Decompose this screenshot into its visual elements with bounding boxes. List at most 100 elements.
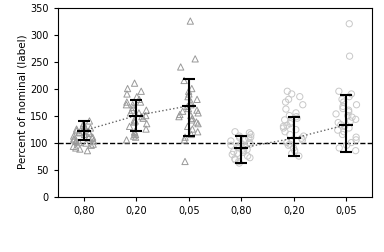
Point [132,130,138,134]
Point [238,142,245,146]
Point [230,150,237,154]
Point [188,103,194,107]
Point [71,134,77,138]
Point [235,145,241,149]
Point [195,111,201,115]
Point [293,111,299,115]
Point [140,116,146,120]
Point [287,142,293,146]
Point [339,97,345,101]
Point [73,139,79,143]
Point [240,147,247,151]
Point [77,147,83,151]
Point [232,157,238,161]
Point [88,126,94,130]
Point [186,92,192,96]
Point [246,131,252,135]
Point [192,57,198,61]
Point [83,141,89,145]
Point [195,130,201,134]
Point [333,112,339,116]
Point [182,135,188,139]
Point [291,149,298,153]
Point [188,114,194,118]
Point [143,114,149,118]
Point [232,130,238,134]
Point [280,126,286,130]
Point [336,146,342,150]
Point [136,111,142,115]
Point [73,146,79,150]
Point [185,104,191,108]
Point [228,143,234,147]
Point [71,137,77,141]
Point [284,123,290,127]
Point [129,108,135,112]
Point [345,114,351,118]
Point [86,130,92,134]
Point [234,151,240,155]
Point [247,156,253,160]
Point [90,139,96,143]
Point [341,100,347,104]
Point [353,135,359,139]
Point [346,22,353,26]
Point [247,141,253,145]
Point [335,120,341,124]
Point [346,54,353,58]
Point [185,124,191,128]
Point [86,119,93,123]
Point [336,89,342,93]
Point [80,123,86,127]
Point [139,115,145,119]
Point [123,103,129,107]
Point [144,122,150,126]
Y-axis label: Percent of nominal (label): Percent of nominal (label) [17,35,27,169]
Point [90,142,96,146]
Point [194,108,200,112]
Point [241,137,247,141]
Point [178,65,184,69]
Point [84,149,91,153]
Point [130,103,136,107]
Point [131,118,137,122]
Point [131,134,137,138]
Point [89,136,95,140]
Point [285,143,291,147]
Point [89,135,96,139]
Point [236,161,242,165]
Point [339,133,346,137]
Point [86,131,93,135]
Point [143,108,149,112]
Point [134,95,140,99]
Point [229,152,235,156]
Point [182,160,188,164]
Point [240,149,247,153]
Point [132,133,139,137]
Point [74,129,80,133]
Point [188,133,194,137]
Point [288,120,294,124]
Point [195,122,201,126]
Point [340,104,346,108]
Point [341,130,347,134]
Point [124,138,130,142]
Point [132,119,138,123]
Point [73,127,79,131]
Point [136,97,142,101]
Point [346,126,352,130]
Point [300,103,306,107]
Point [353,138,359,142]
Point [301,134,307,138]
Point [286,97,292,101]
Point [338,123,344,127]
Point [348,119,354,123]
Point [340,107,346,111]
Point [280,124,286,128]
Point [287,133,293,137]
Point [193,120,199,124]
Point [294,116,300,120]
Point [228,139,234,143]
Point [353,103,359,107]
Point [127,111,134,115]
